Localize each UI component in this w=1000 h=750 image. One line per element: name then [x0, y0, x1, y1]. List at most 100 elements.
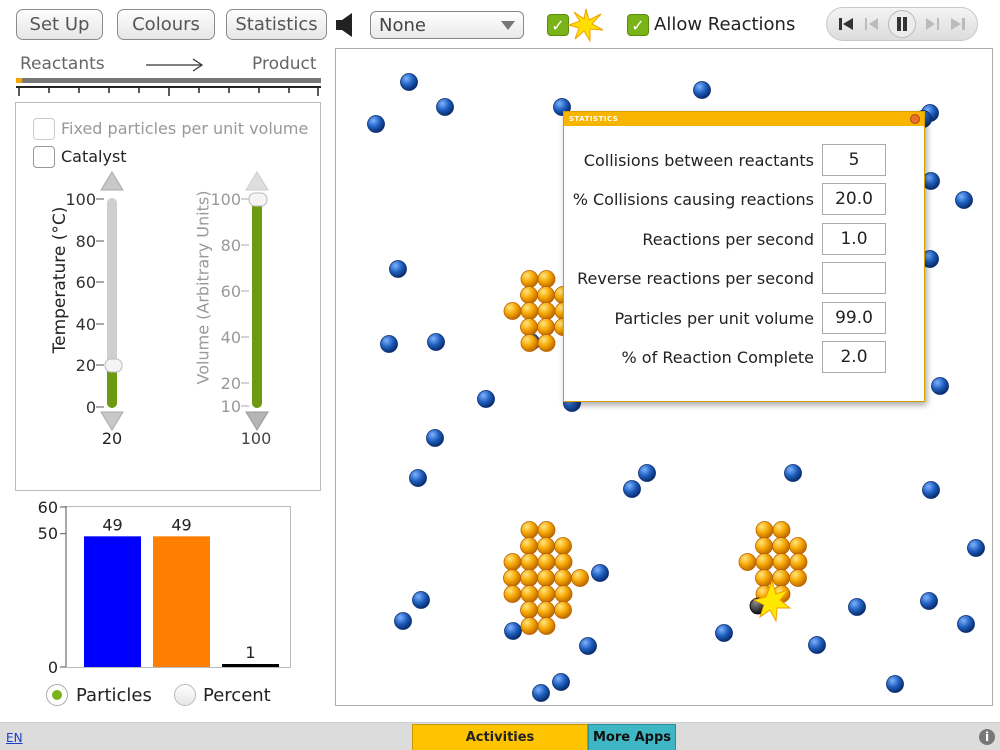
- solid-particle: [554, 553, 573, 571]
- step-forward-icon[interactable]: [922, 14, 942, 34]
- catalyst-checkbox[interactable]: [33, 146, 55, 168]
- solid-particle: [554, 585, 573, 603]
- temperature-value: 20: [101, 429, 123, 448]
- arrow-right-icon: [146, 56, 204, 74]
- solid-particle: [520, 553, 539, 571]
- reactant-particle: [400, 73, 418, 91]
- reactant-particle: [436, 98, 454, 116]
- temp-tick: 0: [85, 398, 96, 417]
- temp-tick: 20: [75, 356, 96, 375]
- solid-particle: [503, 553, 522, 571]
- volume-tick: 60: [220, 282, 241, 301]
- chart-ytick: 60: [37, 498, 58, 517]
- fixed-particles-label: Fixed particles per unit volume: [61, 119, 309, 138]
- volume-tick: 10: [220, 397, 241, 416]
- solid-particle: [520, 318, 538, 336]
- percent-radio-label: Percent: [203, 685, 271, 706]
- particles-radio[interactable]: [46, 684, 68, 706]
- reactant-particle: [477, 390, 495, 408]
- reactant-particles: [367, 73, 985, 702]
- substance-select-value: None: [379, 14, 426, 36]
- solid-particle: [772, 553, 791, 571]
- stat-value: 5: [822, 144, 886, 176]
- skip-to-start-icon[interactable]: [836, 14, 856, 34]
- reactant-particle: [504, 622, 522, 640]
- setup-button[interactable]: Set Up: [16, 9, 103, 40]
- reactant-particle: [409, 469, 427, 487]
- stat-row-reaction-complete: % of Reaction Complete 2.0: [566, 341, 886, 373]
- activities-tab[interactable]: Activities: [412, 724, 588, 750]
- more-apps-tab[interactable]: More Apps: [588, 724, 676, 750]
- speaker-icon[interactable]: [335, 11, 357, 39]
- skip-to-end-icon[interactable]: [948, 14, 968, 34]
- volume-slider[interactable]: [241, 170, 273, 432]
- stat-value: [822, 262, 886, 294]
- chart-data-label: 1: [245, 643, 255, 662]
- reactant-particle: [579, 637, 597, 655]
- statistics-button[interactable]: Statistics: [226, 9, 327, 40]
- solid-particle: [755, 521, 774, 539]
- reactant-particle: [715, 624, 733, 642]
- reactant-particle: [784, 464, 802, 482]
- solid-particle: [520, 569, 538, 587]
- particle-chart: 49 49 1: [60, 506, 279, 668]
- solid-particle: [537, 569, 555, 587]
- statistics-dialog[interactable]: STATISTICS Collisions between reactants …: [563, 111, 925, 402]
- solid-particle: [554, 601, 572, 619]
- solid-particle: [772, 521, 791, 539]
- solid-particle: [537, 334, 556, 352]
- stat-row-particles-per-volume: Particles per unit volume 99.0: [566, 302, 886, 334]
- reactant-particle: [552, 673, 570, 691]
- fixed-particles-checkbox[interactable]: [33, 118, 55, 140]
- reactant-particle: [957, 615, 975, 633]
- stat-value: 2.0: [822, 341, 886, 373]
- reaction-flash-icon: [752, 579, 792, 623]
- substance-select[interactable]: None: [370, 11, 524, 39]
- stat-label: Reverse reactions per second: [577, 268, 814, 288]
- solid-particle: [789, 537, 807, 555]
- chart-data-label: 49: [102, 515, 122, 534]
- solid-particle: [537, 286, 555, 304]
- colours-button[interactable]: Colours: [117, 9, 215, 40]
- stat-row-reverse-reactions: Reverse reactions per second: [566, 262, 886, 294]
- solid-particle: [755, 537, 773, 555]
- temperature-slider[interactable]: [96, 170, 128, 432]
- chart-bar: [153, 536, 210, 667]
- solid-particle: [537, 617, 556, 635]
- star-icon: [567, 8, 604, 43]
- solid-particle: [520, 302, 539, 320]
- step-back-icon[interactable]: [862, 14, 882, 34]
- pause-icon[interactable]: [888, 10, 916, 38]
- language-link[interactable]: EN: [6, 731, 23, 745]
- reactant-particle: [389, 260, 407, 278]
- close-icon[interactable]: [910, 114, 920, 124]
- stat-value: 20.0: [822, 183, 886, 215]
- percent-radio[interactable]: [174, 684, 196, 706]
- stat-label: Particles per unit volume: [614, 308, 814, 328]
- solid-particle: [520, 537, 538, 555]
- solid-particle: [755, 569, 773, 587]
- controls-panel: [15, 102, 321, 491]
- allow-reactions-checkbox[interactable]: ✓: [627, 14, 649, 36]
- info-icon[interactable]: i: [979, 729, 995, 745]
- reactants-label: Reactants: [20, 54, 105, 74]
- solid-particle: [537, 537, 555, 555]
- temp-tick: 100: [65, 190, 96, 209]
- reactant-particle: [532, 684, 550, 702]
- solid-particle: [520, 585, 539, 603]
- volume-tick: 40: [220, 328, 241, 347]
- solid-particle: [537, 302, 556, 320]
- solid-particle: [503, 569, 521, 587]
- stat-label: % Collisions causing reactions: [572, 189, 814, 209]
- stat-row-collisions: Collisions between reactants 5: [566, 144, 886, 176]
- reactant-particle: [922, 172, 940, 190]
- stat-value: 99.0: [822, 302, 886, 334]
- temp-tick: 60: [75, 273, 96, 292]
- simulation-canvas[interactable]: [336, 49, 993, 706]
- solid-particle: [554, 569, 572, 587]
- solid-particle: [520, 601, 538, 619]
- reaction-flash-checkbox[interactable]: ✓: [547, 14, 569, 36]
- reactant-particle: [427, 333, 445, 351]
- reactant-particle: [638, 464, 656, 482]
- solid-particle: [537, 601, 555, 619]
